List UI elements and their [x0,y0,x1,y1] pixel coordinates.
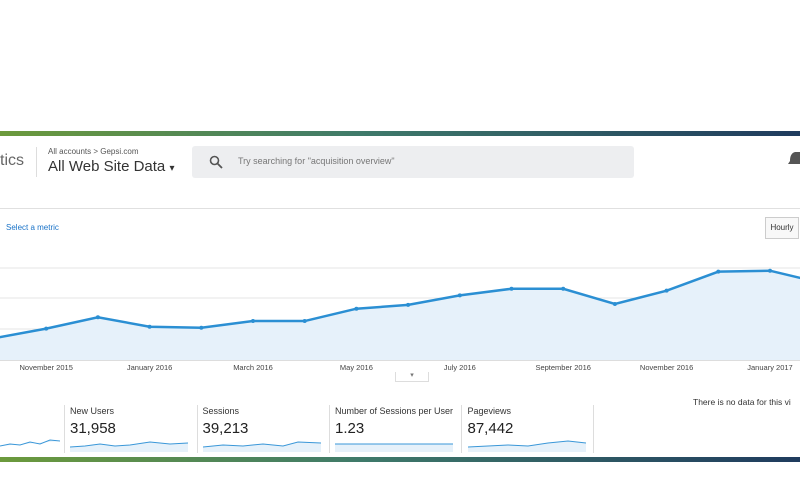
app-name: tics [0,152,24,169]
metric-label: Pageviews [467,406,512,416]
sparkline-area [335,444,453,452]
point [147,324,152,329]
x-tick-label: July 2016 [444,363,476,372]
point [509,286,514,291]
point [302,319,307,324]
caret: ▾ [169,163,175,174]
sparkline [467,440,586,452]
sparkline [70,441,189,452]
point [457,293,462,298]
select-metric[interactable]: Select a metric [6,223,59,232]
hourly-button[interactable]: Hourly [765,217,799,239]
sparkline [335,443,453,452]
point [561,286,566,291]
line-chart: November 2015 January 2016 March 2016 May 2… [0,267,800,372]
metric-value: 31,958 [70,420,116,437]
metric-value: 87,442 [467,420,514,437]
bottom-border [0,457,800,462]
x-tick-label: March 2016 [233,363,273,372]
sparkline [0,439,60,447]
point [406,302,411,307]
point [199,325,204,330]
point [44,326,49,331]
card-divider [64,405,65,453]
area [0,270,800,360]
bell-icon[interactable] [788,150,800,168]
point [354,306,359,311]
x-tick-label: January 2017 [747,363,792,372]
divider [36,147,37,177]
view-selector[interactable]: All Web Site Data ▾ [48,158,174,175]
plot [0,268,800,360]
metric-label: Number of Sessions per User [335,406,454,416]
notice: There is no data for this vi [693,397,791,407]
point [664,288,669,293]
card-divider [593,405,594,453]
x-tick-label: May 2016 [340,363,373,372]
point [251,319,255,324]
x-tick-label: September 2016 [535,363,590,372]
collapse-tab[interactable]: ▾ [395,372,429,382]
x-tick-label: January 2016 [127,363,172,372]
sparkline-line [70,441,189,448]
sparkline-area [202,442,321,452]
card-divider [461,405,462,453]
x-tick-label: November 2016 [640,363,693,372]
card-divider [197,405,198,453]
card-divider [329,405,330,453]
point [95,315,100,320]
sparkline-area [467,441,586,452]
metric-value: 1.23 [335,420,365,437]
search-icon [209,155,223,169]
sparkline [202,441,321,452]
sparkline-line [467,440,586,448]
metric-label: Sessions [202,406,240,416]
top-border [0,131,800,136]
header-divider [0,208,800,209]
metric-value: 39,213 [202,420,249,437]
view-name: All Web Site Data [48,158,166,175]
x-tick-label: November 2015 [20,363,73,372]
point [716,269,721,274]
breadcrumb[interactable]: All accounts > Gepsi.com [48,147,139,156]
metric-label: New Users [70,406,115,416]
point [768,268,772,273]
sparkline-line [202,441,321,448]
search-box[interactable]: Try searching for "acquisition overview" [192,146,634,178]
point [612,301,617,306]
search-placeholder: Try searching for "acquisition overview" [238,156,395,166]
